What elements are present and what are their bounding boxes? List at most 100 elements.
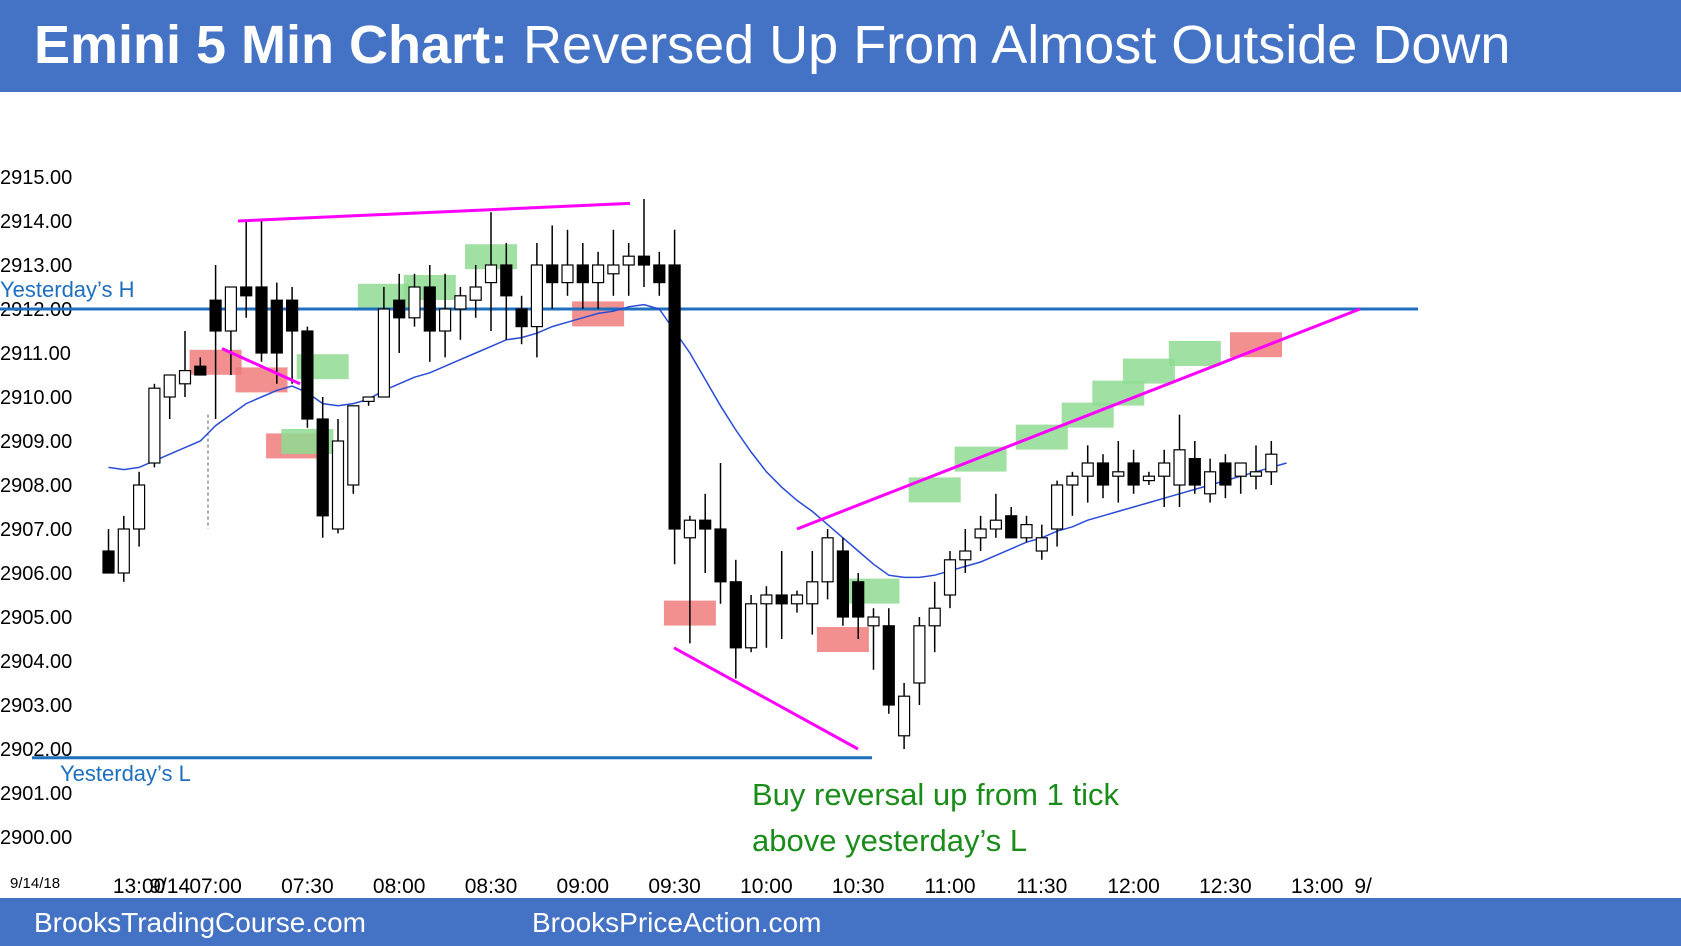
bear-candle-body <box>515 308 528 328</box>
title-bar <box>0 0 1681 92</box>
x-tick-label: 9/14 <box>149 875 190 898</box>
bear-candle-body <box>1188 458 1201 486</box>
x-tick-label: 08:00 <box>373 875 426 898</box>
bear-candle-body <box>775 594 788 605</box>
bear-candle-body <box>852 581 865 618</box>
y-tick-label: 2914.00 <box>0 211 72 233</box>
y-tick-label: 2904.00 <box>0 651 72 673</box>
bull-candle-body <box>821 537 834 583</box>
bear-candle-body <box>194 365 207 376</box>
bull-candle-body <box>867 616 880 627</box>
x-tick-label: 07:30 <box>281 875 334 898</box>
footer-right-link[interactable]: BrooksPriceAction.com <box>532 907 822 938</box>
bull-candle-body <box>607 264 620 275</box>
bear-candle-body <box>209 299 222 332</box>
y-tick-label: 2901.00 <box>0 783 72 805</box>
bear-candle-body <box>301 330 314 420</box>
bull-candle-body <box>1050 484 1064 530</box>
bull-candle-body <box>943 559 957 596</box>
x-tick-label: 10:00 <box>740 875 793 898</box>
bull-candle-body <box>959 550 972 561</box>
wedge-bottom-trendline <box>221 347 301 386</box>
bull-candle-body <box>928 607 941 627</box>
bull-candle-body <box>1112 471 1125 477</box>
bull-candle-body <box>622 255 635 266</box>
bear-candle-body <box>882 625 895 706</box>
bull-candle-body <box>439 308 452 332</box>
y-tick-label: 2907.00 <box>0 519 72 541</box>
bull-candle-body <box>760 594 773 605</box>
bear-candle-body <box>316 418 329 517</box>
bull-candle-body <box>790 594 804 605</box>
bull-candle-body <box>148 387 161 464</box>
bear-candle-body <box>240 286 253 297</box>
y-tick-label: 2906.00 <box>0 563 72 585</box>
wedge-top-trendline <box>237 201 631 223</box>
bull-signal-highlight <box>1092 380 1145 406</box>
bear-candle-body <box>270 299 283 354</box>
bear-candle-body <box>500 264 513 297</box>
y-tick-label: 2913.00 <box>0 255 72 277</box>
bull-candle-body <box>1234 462 1247 477</box>
bear-candle-body <box>699 519 712 530</box>
bear-candle-body <box>423 286 436 332</box>
bear-candle-body <box>637 255 651 266</box>
bull-candle-body <box>224 286 237 332</box>
y-tick-label: 2902.00 <box>0 739 72 761</box>
bull-candle-body <box>913 625 926 684</box>
bull-candle-body <box>1081 462 1094 477</box>
annotation-line-2: above yesterday’s L <box>752 823 1027 858</box>
bear-candle-body <box>546 264 559 284</box>
bull-candle-body <box>1035 537 1048 552</box>
title-subtitle: Reversed Up From Almost Outside Down <box>523 15 1511 75</box>
chart-title: Emini 5 Min Chart: Reversed Up From Almo… <box>34 14 1510 76</box>
x-tick-label: 13:00 <box>1291 875 1344 898</box>
bear-candle-body <box>1127 462 1140 486</box>
x-tick-label: 09:30 <box>648 875 701 898</box>
y-tick-label: 2900.00 <box>0 827 72 849</box>
bear-candle-body <box>255 286 268 354</box>
bear-candle-body <box>714 528 727 583</box>
bear-signal-highlight <box>235 367 288 393</box>
candlestick-chart: 2915.002914.002913.002912.002911.002910.… <box>0 167 1418 898</box>
bear-candle-body <box>836 550 850 618</box>
footer-left-link[interactable]: BrooksTradingCourse.com <box>34 907 366 938</box>
bull-candle-body <box>1203 471 1217 495</box>
bear-candle-body <box>1096 462 1110 486</box>
bear-candle-body <box>729 581 742 649</box>
yesterday-low-label: Yesterday’s L <box>60 761 191 786</box>
bull-candle-body <box>1158 462 1171 477</box>
bull-candle-body <box>362 396 375 403</box>
annotation-line-1: Buy reversal up from 1 tick <box>752 777 1119 812</box>
bull-candle-body <box>454 295 467 310</box>
y-tick-label: 2915.00 <box>0 167 72 189</box>
bear-trendline <box>673 646 859 751</box>
x-tick-label: 11:00 <box>925 875 976 898</box>
bear-candle-body <box>576 264 589 284</box>
bull-candle-body <box>1265 453 1278 473</box>
x-tick-label: 12:00 <box>1107 875 1160 898</box>
bull-candle-body <box>117 528 130 574</box>
bull-candle-body <box>133 484 146 530</box>
bull-candle-body <box>1142 475 1156 482</box>
bear-candle-body <box>286 299 299 332</box>
bull-candle-body <box>591 264 605 284</box>
yesterday-high-label: Yesterday’s H <box>0 277 135 302</box>
x-tick-label: 09:00 <box>557 875 610 898</box>
bull-candle-body <box>1020 524 1033 539</box>
bull-candle-body <box>530 264 544 328</box>
bear-candle-body <box>102 550 115 574</box>
bear-candle-body <box>1219 462 1232 486</box>
bull-candle-body <box>178 370 192 385</box>
y-tick-label: 2908.00 <box>0 475 72 497</box>
date-label: 9/14/18 <box>10 875 60 892</box>
x-tick-label: 07:00 <box>189 875 242 898</box>
x-tick-label: 13:00 <box>113 875 166 898</box>
y-tick-label: 2910.00 <box>0 387 72 409</box>
bull-channel-trendline <box>796 307 1361 531</box>
bear-signal-highlight <box>1230 332 1282 358</box>
bull-candle-body <box>989 519 1003 530</box>
bear-candle-body <box>1005 515 1018 539</box>
bear-signal-highlight <box>816 627 869 652</box>
x-tick-label: 9/ <box>1354 875 1372 898</box>
